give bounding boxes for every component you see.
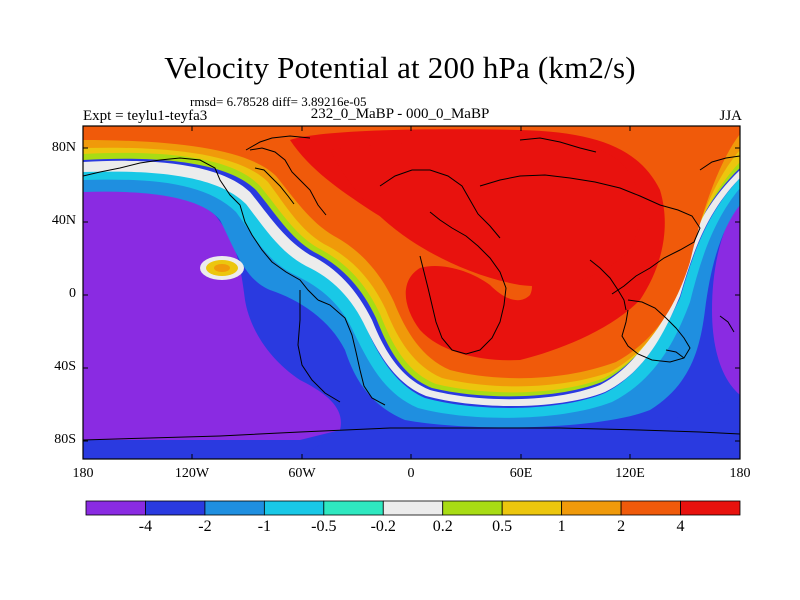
- colorbar-label: -2: [198, 518, 212, 535]
- stats-text: rmsd= 6.78528 diff= 3.89216e-05: [190, 94, 367, 109]
- contour-loop-gulf-core: [214, 264, 230, 272]
- colorbar-swatch: [323, 500, 384, 516]
- colorbar-swatch: [85, 500, 146, 516]
- contour-negative-4-east: [712, 200, 740, 395]
- colorbar-swatch: [620, 500, 681, 516]
- colorbar-label: -1: [257, 518, 272, 535]
- lon-label-60e: 60E: [509, 466, 533, 481]
- contour-southern-band: [300, 395, 740, 459]
- colorbar: [85, 500, 741, 516]
- colorbar-label: -0.2: [370, 518, 396, 535]
- period-label: 232_0_MaBP - 000_0_MaBP: [310, 106, 490, 122]
- experiment-label: Expt = teylu1-teyfa3: [83, 108, 208, 124]
- colorbar-swatch: [263, 500, 325, 516]
- colorbar-label: -0.5: [311, 518, 337, 535]
- lon-label-180w: 180: [72, 466, 94, 481]
- lat-label-80s: 80S: [54, 432, 76, 447]
- colorbar-swatch: [442, 500, 503, 516]
- colorbar-label: 4: [676, 518, 685, 535]
- lon-label-60w: 60W: [288, 466, 316, 481]
- season-label: JJA: [719, 108, 742, 124]
- lat-label-0: 0: [69, 286, 76, 301]
- colorbar-label: 1: [557, 518, 566, 535]
- colorbar-label: 0.2: [432, 518, 453, 535]
- lat-label-40s: 40S: [54, 359, 76, 374]
- contour-negative-4-west: [83, 186, 341, 440]
- colorbar-label: 2: [617, 518, 626, 535]
- contour-negative-1: [83, 171, 740, 428]
- colorbar-label: -4: [138, 518, 153, 535]
- lon-label-180e: 180: [729, 466, 751, 481]
- colorbar-swatch: [561, 500, 622, 516]
- axis-ticks: [83, 126, 740, 459]
- contour-positive-4-inner: [330, 141, 640, 287]
- colorbar-swatch: [501, 500, 563, 516]
- colorbar-swatch: [204, 500, 265, 516]
- colorbar-label: 0.5: [492, 518, 513, 535]
- lon-label-120w: 120W: [174, 466, 210, 481]
- colorbar-swatch: [382, 500, 444, 516]
- lat-label-40n: 40N: [51, 213, 76, 228]
- lon-label-120e: 120E: [615, 466, 645, 481]
- lat-label-80n: 80N: [51, 140, 76, 155]
- coastlines: [83, 135, 740, 441]
- map-title: Velocity Potential at 200 hPa (km2/s): [164, 50, 636, 85]
- colorbar-swatch: [145, 500, 206, 516]
- colorbar-swatch: [680, 500, 741, 516]
- lon-label-0: 0: [407, 466, 415, 481]
- contour-field: [83, 126, 740, 459]
